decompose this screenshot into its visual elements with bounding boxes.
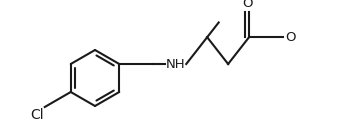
Text: O: O xyxy=(242,0,252,10)
Text: O: O xyxy=(285,31,296,44)
Text: Cl: Cl xyxy=(30,108,44,122)
Text: NH: NH xyxy=(165,58,185,71)
